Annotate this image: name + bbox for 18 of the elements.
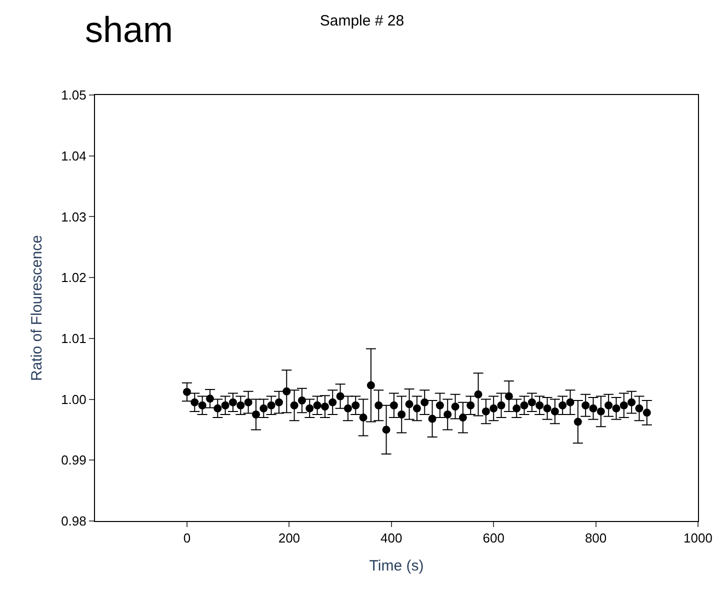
y-tick-label: 1.04 xyxy=(61,148,86,164)
y-tick-label: 1.01 xyxy=(61,330,86,346)
chart-title: Sample # 28 xyxy=(320,12,404,30)
y-tick-label: 0.98 xyxy=(61,514,86,529)
y-tick-label: 1.02 xyxy=(61,270,86,286)
y-tick-label: 0.99 xyxy=(61,452,86,468)
x-tick-label: 800 xyxy=(584,530,607,546)
y-tick-label: 1.00 xyxy=(61,392,86,407)
x-tick-label: 200 xyxy=(278,530,300,546)
y-tick-label: 1.05 xyxy=(61,88,86,103)
x-tick-label: 600 xyxy=(482,530,504,546)
x-tick-label: 1000 xyxy=(684,530,712,546)
x-tick-label: 0 xyxy=(183,530,191,546)
y-tick-label: 1.03 xyxy=(61,209,86,224)
x-axis-title: Time (s) xyxy=(369,558,424,575)
y-axis-title: Ratio of Flourescence xyxy=(28,235,46,381)
text: sham xyxy=(85,9,174,50)
x-tick-label: 400 xyxy=(380,530,402,546)
